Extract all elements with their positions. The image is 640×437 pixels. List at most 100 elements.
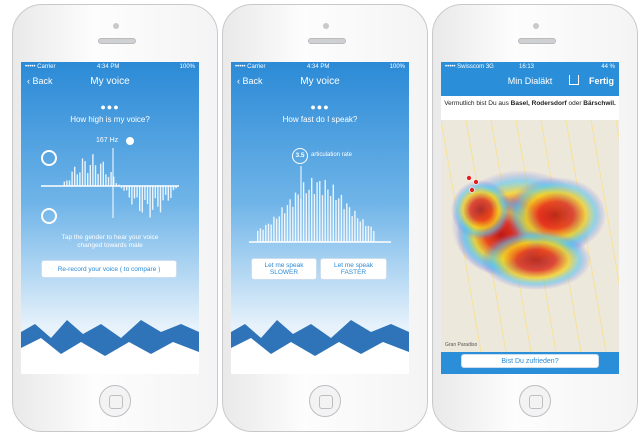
time: 16:13	[519, 64, 535, 70]
wave-bar	[343, 209, 345, 242]
wave-bar	[257, 230, 259, 242]
battery: 100%	[389, 64, 405, 70]
wave-bar	[139, 186, 141, 211]
wave-bar	[175, 186, 177, 189]
carrier: ••••• Swisscom 3G	[445, 64, 494, 70]
wave-bar	[115, 183, 117, 186]
label: SLOWER	[269, 269, 299, 276]
page-dots: ●●●	[310, 102, 330, 112]
text: Bärschwil.	[583, 100, 616, 107]
wave-bar	[294, 192, 297, 242]
wave-bar	[351, 216, 353, 242]
wave-bar	[321, 195, 324, 242]
wave-bar	[162, 186, 164, 201]
wave-bar	[308, 189, 310, 242]
wave-bar	[79, 172, 81, 186]
wave-bar	[167, 186, 169, 201]
time: 4:34 PM	[307, 64, 330, 70]
faster-button[interactable]: Let me speak FASTER	[320, 258, 387, 280]
wave-bar	[102, 161, 104, 186]
hint: Tap the gender to hear your voice change…	[61, 234, 159, 249]
wave-bar	[126, 186, 128, 191]
wave-bar	[300, 198, 302, 242]
road	[615, 120, 619, 141]
wave-bar	[316, 182, 318, 242]
time: 4:34 PM	[97, 64, 120, 70]
heat-blob	[481, 230, 591, 290]
map-label: Gran Paradiso	[445, 342, 478, 348]
wave-bar	[74, 166, 76, 186]
question: How fast do I speak?	[282, 115, 358, 124]
wave-bar	[63, 181, 65, 186]
wave-bar	[94, 165, 97, 186]
wave-bar	[76, 174, 78, 186]
home-button[interactable]	[519, 385, 551, 417]
male-icon	[41, 208, 57, 224]
home-button[interactable]	[99, 385, 131, 417]
screen: ••••• Carrier 4:34 PM 100% ‹ Back My voi…	[231, 62, 409, 374]
map: Gran Paradiso	[441, 120, 619, 352]
wave-bar	[275, 218, 278, 242]
wave-bar	[354, 210, 356, 242]
banner: Vermutlich bist Du aus Basel, Rodersdorf…	[441, 96, 619, 120]
wave-bar	[120, 186, 123, 189]
heatmap	[441, 120, 619, 352]
wave-bar	[107, 176, 110, 186]
wave-bar	[71, 171, 73, 186]
home-button[interactable]	[309, 385, 341, 417]
wave-bar	[346, 203, 348, 242]
wave-bar	[289, 199, 291, 242]
text: Vermutlich bist Du aus	[444, 100, 511, 107]
wave-bar	[359, 221, 361, 242]
graphics	[21, 137, 199, 374]
wave-bar	[165, 186, 167, 195]
wave-bar	[327, 189, 329, 242]
text: oder	[566, 100, 584, 107]
wave-bar	[262, 229, 264, 242]
mountains	[231, 338, 409, 374]
share-icon[interactable]	[569, 75, 579, 85]
wave-bar	[286, 205, 289, 242]
wave-bar	[297, 194, 299, 242]
text: Basel, Rodersdorf	[510, 100, 567, 107]
rate-label: articulation rate	[311, 152, 353, 158]
re-record-button[interactable]: Re-record your voice ( to compare )	[41, 260, 177, 278]
slower-button[interactable]: Let me speak SLOWER	[251, 258, 317, 280]
nav-title: My voice	[90, 76, 130, 87]
wave-bar	[170, 186, 172, 199]
wave-bar	[68, 180, 71, 186]
heat-blob	[451, 180, 511, 240]
label: Let me speak	[264, 262, 304, 269]
page-dots: ●●●	[100, 102, 120, 112]
wave-bar	[362, 219, 364, 242]
female-icon	[41, 150, 57, 166]
question: How high is my voice?	[70, 115, 150, 124]
wave-bar	[159, 186, 162, 213]
wave-bar	[123, 186, 125, 191]
wave-bar	[259, 228, 262, 242]
pitch-dot	[126, 137, 134, 145]
done-button[interactable]: Fertig	[588, 76, 614, 86]
nav-title: Min Dialäkt	[507, 76, 553, 86]
pin	[469, 187, 475, 193]
wave-bar	[157, 186, 159, 207]
pitch: 167 Hz	[96, 137, 119, 144]
satisfied-button[interactable]: Bist Du zufrieden?	[461, 354, 599, 368]
wave-bar	[133, 186, 136, 199]
wave-bar	[338, 198, 340, 242]
carrier: ••••• Carrier	[25, 64, 56, 70]
wave-bar	[278, 216, 280, 242]
wave-bar	[152, 186, 154, 210]
wave-bar	[131, 186, 133, 205]
pin	[466, 175, 472, 181]
wave-bar	[365, 226, 367, 242]
wave-bar	[270, 224, 272, 242]
rate: 3.5	[292, 148, 308, 164]
label: Let me speak	[333, 262, 374, 269]
back-button[interactable]: ‹ Back	[237, 76, 263, 86]
wave-bar	[92, 154, 94, 186]
graphics	[231, 166, 409, 374]
wave-bar	[136, 186, 138, 198]
back-button[interactable]: ‹ Back	[27, 76, 53, 86]
